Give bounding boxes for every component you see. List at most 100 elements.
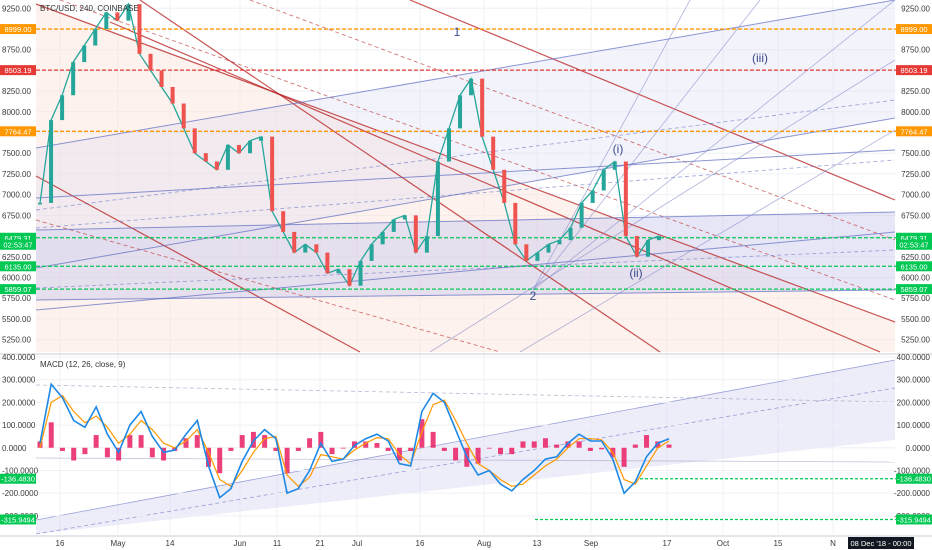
price-candle (314, 244, 319, 253)
macd-histogram-bar (385, 447, 391, 451)
wave-label-3: (i) (613, 142, 624, 156)
price-axis-label-right: 6750.00 (901, 211, 930, 220)
price-axis-label-right: 6250.00 (901, 253, 930, 262)
price-candle (645, 240, 650, 257)
price-axis-label-left: 6750.00 (2, 211, 31, 220)
price-candle (634, 236, 639, 257)
price-candle (391, 219, 396, 232)
price-candle (192, 128, 197, 154)
price-tag-box (0, 24, 36, 35)
price-axis-label-left: 5250.00 (2, 336, 31, 345)
price-axis-label-right: 8250.00 (901, 87, 930, 96)
price-candle (181, 103, 186, 129)
macd-pane: 400.0000 400.0000 300.0000 300.0000 200.0000… (0, 353, 932, 535)
price-tag-right: 5859.07 (896, 284, 932, 295)
price-tag-right: 8503.19 (896, 65, 932, 76)
macd-histogram-bar (59, 447, 65, 451)
macd-signal-line (39, 394, 670, 488)
price-candle (446, 128, 451, 162)
price-tag-left: 5859.07 (0, 284, 36, 295)
price-candle (480, 78, 485, 137)
price-axis-label-right: 7500.00 (901, 149, 930, 158)
price-candle (623, 161, 628, 237)
price-axis-label-right: 5500.00 (901, 315, 930, 324)
price-candle (347, 269, 352, 286)
drawing-channels (35, 0, 896, 353)
macd-histogram-bar (644, 435, 650, 448)
price-candle (259, 136, 264, 141)
price-candle (38, 202, 42, 205)
macd-axis-label-left: 300.0000 (2, 376, 36, 385)
time-axis-label: 14 (166, 539, 175, 548)
price-candle (535, 252, 540, 261)
price-candle (170, 86, 175, 104)
price-axis-label-right: 6000.00 (901, 273, 930, 282)
macd-histogram-bar (138, 435, 144, 448)
price-axis-label-left: 7500.00 (2, 149, 31, 158)
price-tag-text: 6135.00 (900, 262, 927, 271)
price-candle (579, 202, 584, 228)
price-tag-box (0, 65, 36, 76)
price-axis-label-left: 6000.00 (2, 273, 31, 282)
channel-line-blue-dashed (35, 99, 896, 211)
macd-histogram-bar (531, 441, 537, 448)
price-tag-box (0, 261, 36, 272)
price-tag-text: 8503.19 (4, 66, 31, 75)
macd-tag-left: -136.4830 (0, 473, 36, 484)
macd-histogram-bar (318, 431, 324, 448)
price-tag-right: 6479.31 (896, 232, 932, 243)
macd-histogram-bar (71, 447, 77, 461)
channel-line-blue (35, 149, 896, 199)
price-candle (115, 12, 120, 21)
price-candle (491, 136, 496, 170)
price-tag-text: 5859.07 (4, 285, 31, 294)
price-candle (502, 169, 507, 203)
price-candle (413, 215, 418, 253)
price-axis-label-right: 5250.00 (901, 336, 930, 345)
ascending-channel-fill (36, 0, 895, 268)
macd-axis-label-left: 200.0000 (2, 398, 36, 407)
macd-histogram-bar (48, 422, 54, 448)
macd-histogram-bar (194, 435, 200, 448)
fan-line (429, 59, 896, 353)
price-axis-label-left: 7000.00 (2, 191, 31, 200)
macd-axis-label-left: 0.0000 (2, 444, 27, 453)
price-tag-left: 6135.00 (0, 261, 36, 272)
price-axis-label-left: 7250.00 (2, 170, 31, 179)
channel-line-blue-dashed (35, 159, 896, 229)
price-axis-label-left: 5750.00 (2, 294, 31, 303)
price-candle (148, 53, 153, 71)
price-candle (270, 136, 275, 212)
price-tag-text: 7764.47 (900, 127, 927, 136)
price-candle (546, 244, 551, 253)
price-candle (137, 4, 142, 54)
macd-histogram-bar (374, 443, 380, 448)
channel-line-red (109, 21, 881, 353)
time-axis-label: Sep (584, 539, 599, 548)
channel-line-blue (35, 117, 896, 269)
fan-line (532, 0, 896, 291)
macd-histogram-bar (273, 447, 279, 451)
macd-histogram-bar (621, 447, 627, 467)
price-axis-label-left: 8750.00 (2, 46, 31, 55)
channel-line-blue (35, 289, 896, 301)
price-candle (159, 70, 164, 87)
timestamp-box (848, 537, 914, 549)
channel-line-red-dashed (59, 0, 896, 301)
price-candle (82, 45, 87, 63)
macd-histogram-bar (509, 447, 515, 455)
price-tag-box (896, 232, 932, 243)
time-axis-label: 16 (416, 539, 425, 548)
macd-axis-label-left: 400.0000 (2, 353, 36, 362)
macd-axis-label-left: -100.0000 (2, 466, 39, 475)
macd-axis-label-right: 300.0000 (897, 376, 931, 385)
time-axis-label: 13 (533, 539, 542, 548)
price-axis-label-left: 6250.00 (2, 253, 31, 262)
time-axis-label: Jun (234, 539, 247, 548)
price-candle (104, 12, 109, 29)
macd-line (39, 382, 670, 500)
price-candle (203, 153, 208, 162)
price-candle (303, 244, 308, 253)
